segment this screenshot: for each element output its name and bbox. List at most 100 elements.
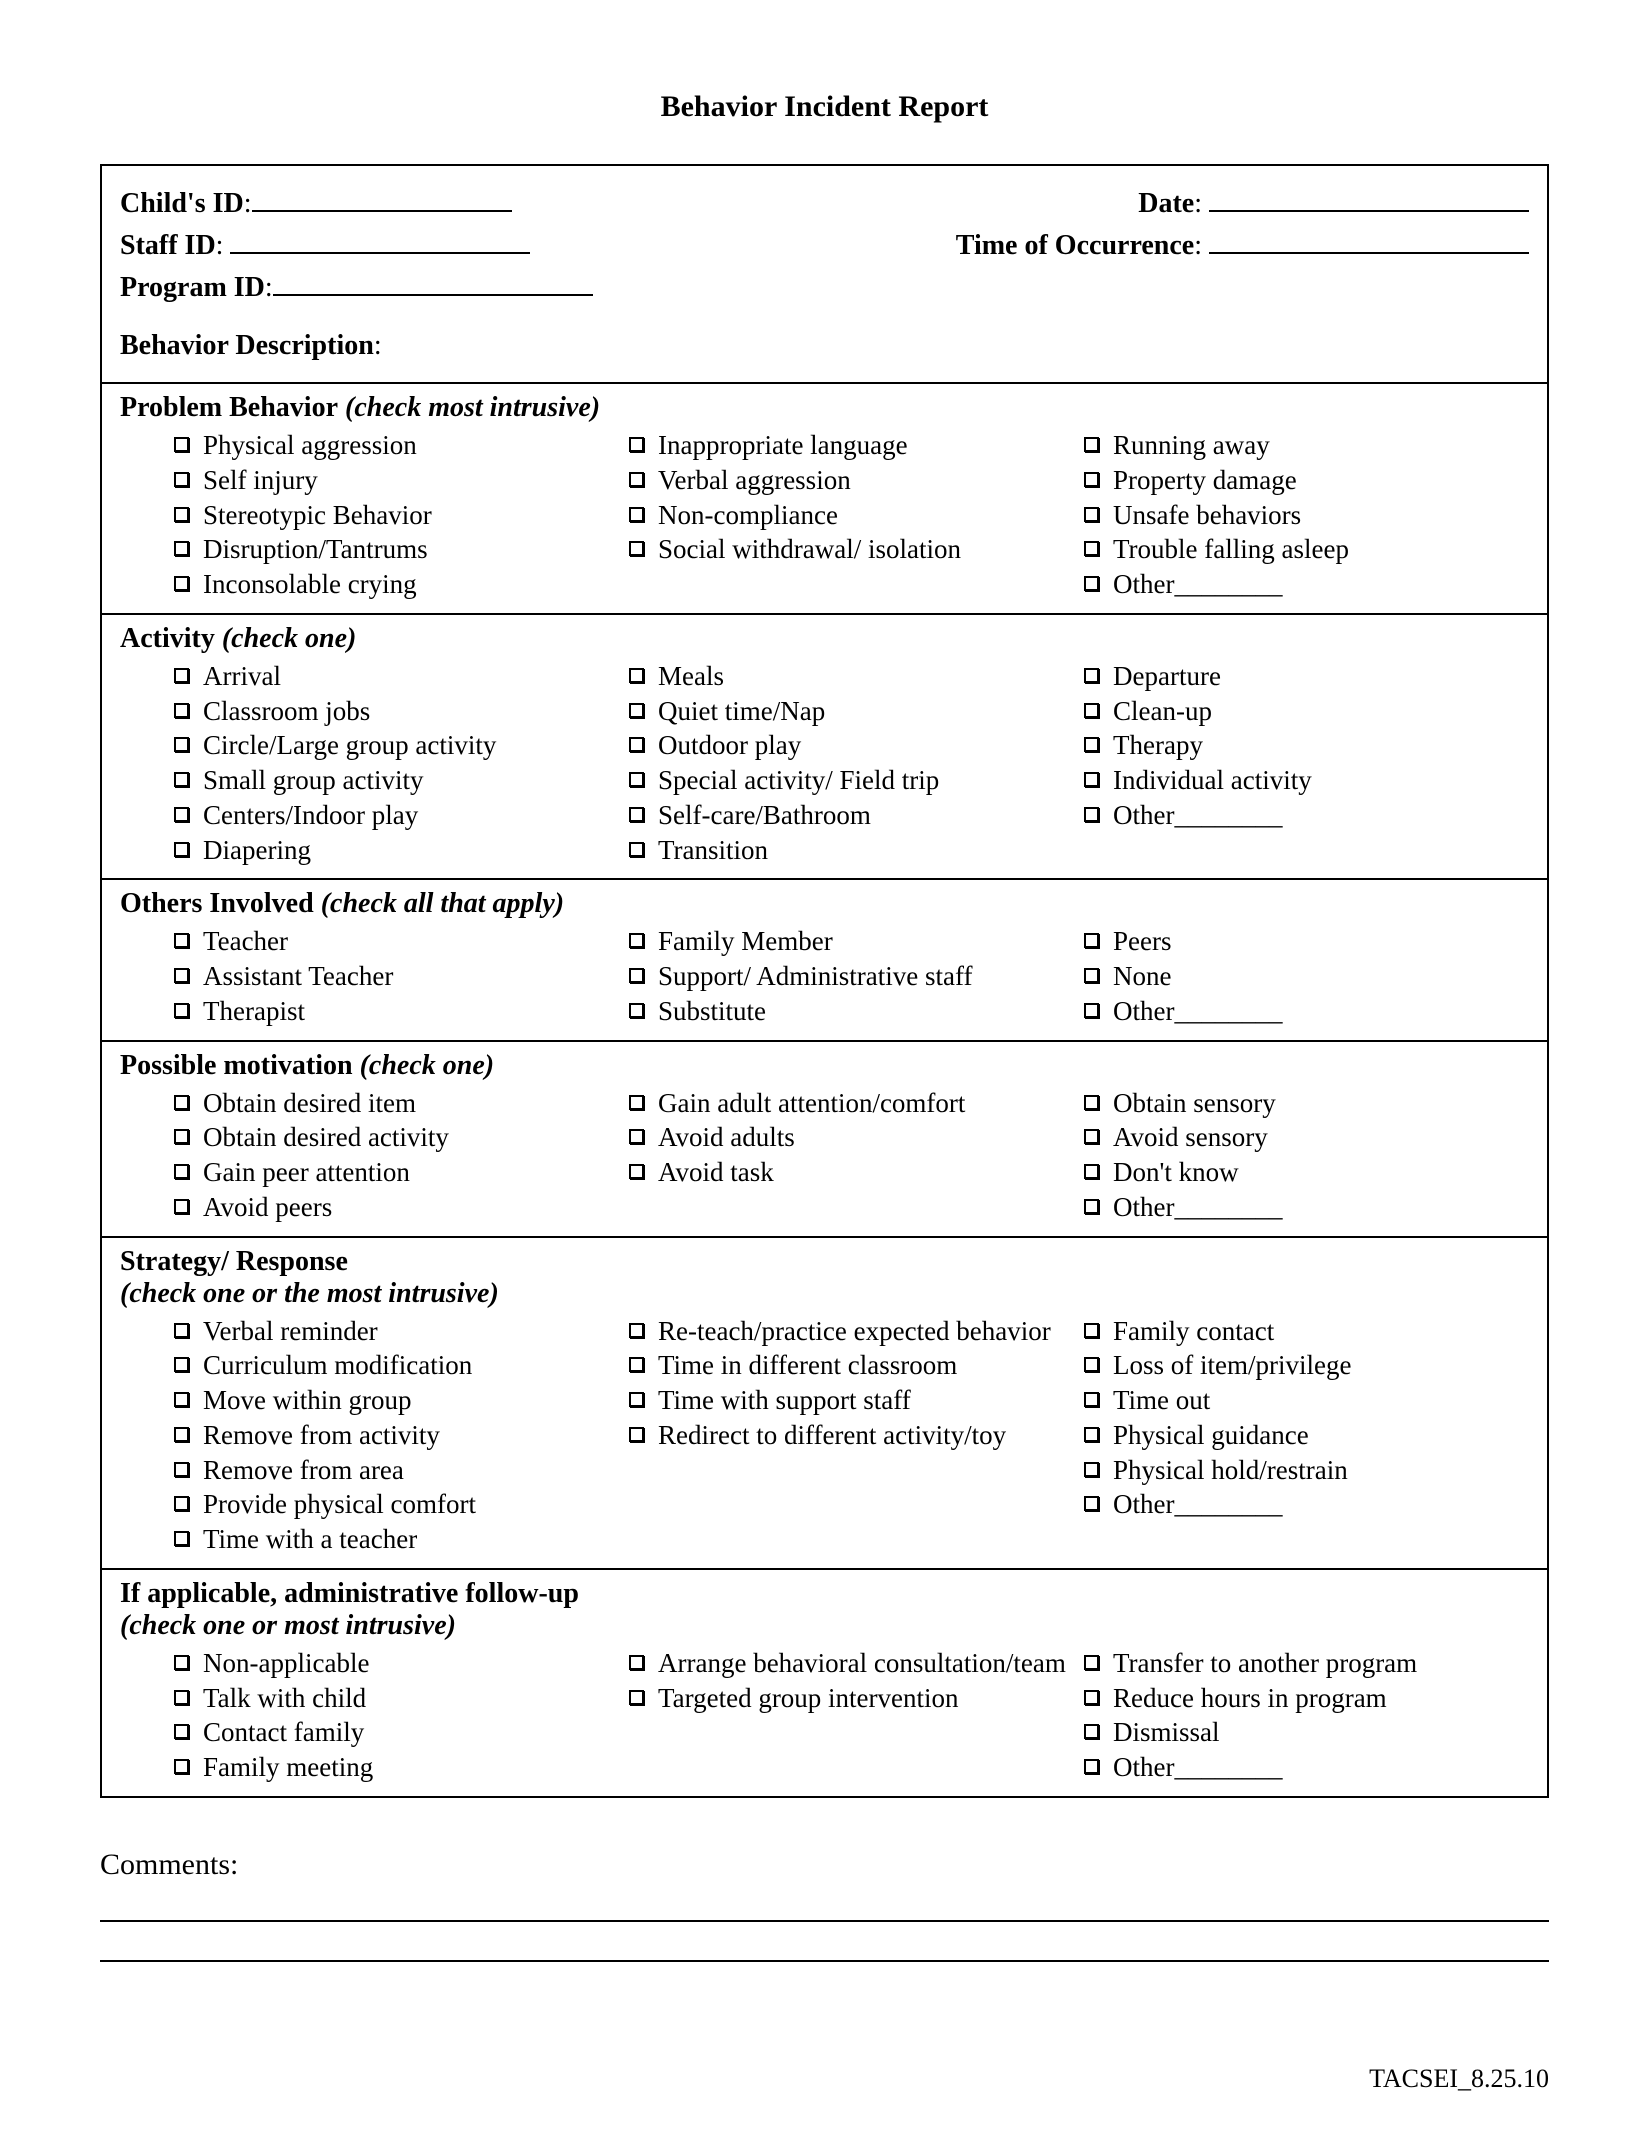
checkbox-icon[interactable] (174, 842, 189, 857)
program-id-field[interactable] (273, 268, 593, 296)
checkbox-icon[interactable] (174, 1427, 189, 1442)
checkbox-icon[interactable] (1084, 1129, 1099, 1144)
checkbox-icon[interactable] (174, 1724, 189, 1739)
checkbox-icon[interactable] (174, 507, 189, 522)
checkbox-icon[interactable] (629, 1392, 644, 1407)
checkbox-item[interactable]: Classroom jobs (174, 695, 619, 729)
checkbox-item[interactable]: Talk with child (174, 1682, 619, 1716)
checkbox-item[interactable]: Time with a teacher (174, 1523, 619, 1557)
checkbox-item[interactable]: Don't know (1084, 1156, 1529, 1190)
checkbox-icon[interactable] (174, 437, 189, 452)
checkbox-icon[interactable] (1084, 703, 1099, 718)
checkbox-icon[interactable] (174, 1759, 189, 1774)
checkbox-item[interactable]: Peers (1084, 925, 1529, 959)
checkbox-item[interactable]: Trouble falling asleep (1084, 533, 1529, 567)
checkbox-icon[interactable] (1084, 668, 1099, 683)
checkbox-item[interactable]: Curriculum modification (174, 1349, 619, 1383)
checkbox-item[interactable]: Quiet time/Nap (629, 695, 1074, 729)
checkbox-icon[interactable] (174, 576, 189, 591)
checkbox-item[interactable]: Self-care/Bathroom (629, 799, 1074, 833)
checkbox-icon[interactable] (629, 1323, 644, 1338)
checkbox-item[interactable]: Other________ (1084, 995, 1529, 1029)
checkbox-item[interactable]: Verbal reminder (174, 1315, 619, 1349)
checkbox-item[interactable]: Other________ (1084, 1191, 1529, 1225)
checkbox-item[interactable]: Gain adult attention/comfort (629, 1087, 1074, 1121)
checkbox-item[interactable]: Stereotypic Behavior (174, 499, 619, 533)
checkbox-icon[interactable] (1084, 737, 1099, 752)
checkbox-icon[interactable] (174, 1199, 189, 1214)
checkbox-item[interactable]: Therapist (174, 995, 619, 1029)
checkbox-icon[interactable] (174, 1323, 189, 1338)
date-field[interactable] (1209, 184, 1529, 212)
checkbox-item[interactable]: Remove from activity (174, 1419, 619, 1453)
comment-line-1[interactable] (100, 1888, 1549, 1922)
checkbox-item[interactable]: Diapering (174, 834, 619, 868)
checkbox-item[interactable]: Outdoor play (629, 729, 1074, 763)
checkbox-item[interactable]: Non-applicable (174, 1647, 619, 1681)
checkbox-item[interactable]: Self injury (174, 464, 619, 498)
checkbox-item[interactable]: Special activity/ Field trip (629, 764, 1074, 798)
checkbox-icon[interactable] (629, 1357, 644, 1372)
checkbox-icon[interactable] (1084, 1199, 1099, 1214)
checkbox-icon[interactable] (629, 668, 644, 683)
checkbox-icon[interactable] (629, 807, 644, 822)
checkbox-icon[interactable] (629, 703, 644, 718)
checkbox-icon[interactable] (1084, 1357, 1099, 1372)
checkbox-item[interactable]: Other________ (1084, 568, 1529, 602)
checkbox-item[interactable]: Obtain sensory (1084, 1087, 1529, 1121)
checkbox-icon[interactable] (629, 1164, 644, 1179)
checkbox-icon[interactable] (1084, 437, 1099, 452)
checkbox-item[interactable]: Teacher (174, 925, 619, 959)
checkbox-icon[interactable] (174, 933, 189, 948)
checkbox-icon[interactable] (174, 737, 189, 752)
checkbox-item[interactable]: Departure (1084, 660, 1529, 694)
checkbox-icon[interactable] (629, 437, 644, 452)
checkbox-item[interactable]: Arrival (174, 660, 619, 694)
checkbox-item[interactable]: Obtain desired item (174, 1087, 619, 1121)
checkbox-item[interactable]: Remove from area (174, 1454, 619, 1488)
checkbox-item[interactable]: Inappropriate language (629, 429, 1074, 463)
checkbox-item[interactable]: Circle/Large group activity (174, 729, 619, 763)
checkbox-item[interactable]: Unsafe behaviors (1084, 499, 1529, 533)
checkbox-item[interactable]: Physical aggression (174, 429, 619, 463)
checkbox-item[interactable]: Time with support staff (629, 1384, 1074, 1418)
checkbox-icon[interactable] (1084, 1392, 1099, 1407)
checkbox-icon[interactable] (174, 1003, 189, 1018)
checkbox-item[interactable]: Move within group (174, 1384, 619, 1418)
time-field[interactable] (1209, 226, 1529, 254)
checkbox-icon[interactable] (1084, 507, 1099, 522)
checkbox-item[interactable]: Avoid peers (174, 1191, 619, 1225)
checkbox-icon[interactable] (629, 541, 644, 556)
checkbox-icon[interactable] (1084, 933, 1099, 948)
checkbox-icon[interactable] (174, 1690, 189, 1705)
checkbox-icon[interactable] (629, 1003, 644, 1018)
checkbox-item[interactable]: Provide physical comfort (174, 1488, 619, 1522)
checkbox-item[interactable]: Centers/Indoor play (174, 799, 619, 833)
checkbox-item[interactable]: Family contact (1084, 1315, 1529, 1349)
checkbox-icon[interactable] (174, 1129, 189, 1144)
checkbox-icon[interactable] (629, 772, 644, 787)
checkbox-icon[interactable] (629, 472, 644, 487)
checkbox-item[interactable]: Transition (629, 834, 1074, 868)
checkbox-item[interactable]: Clean-up (1084, 695, 1529, 729)
checkbox-item[interactable]: Transfer to another program (1084, 1647, 1529, 1681)
checkbox-icon[interactable] (174, 1357, 189, 1372)
checkbox-item[interactable]: Support/ Administrative staff (629, 960, 1074, 994)
checkbox-item[interactable]: Redirect to different activity/toy (629, 1419, 1074, 1453)
checkbox-icon[interactable] (174, 1655, 189, 1670)
checkbox-icon[interactable] (174, 541, 189, 556)
checkbox-icon[interactable] (629, 933, 644, 948)
checkbox-icon[interactable] (174, 1095, 189, 1110)
checkbox-icon[interactable] (174, 1531, 189, 1546)
checkbox-item[interactable]: Family Member (629, 925, 1074, 959)
checkbox-icon[interactable] (174, 1392, 189, 1407)
checkbox-item[interactable]: Social withdrawal/ isolation (629, 533, 1074, 567)
checkbox-item[interactable]: Re-teach/practice expected behavior (629, 1315, 1074, 1349)
checkbox-item[interactable]: Meals (629, 660, 1074, 694)
checkbox-icon[interactable] (1084, 576, 1099, 591)
staff-id-field[interactable] (230, 226, 530, 254)
checkbox-icon[interactable] (174, 807, 189, 822)
checkbox-item[interactable]: Physical guidance (1084, 1419, 1529, 1453)
checkbox-icon[interactable] (1084, 1427, 1099, 1442)
checkbox-icon[interactable] (1084, 1690, 1099, 1705)
